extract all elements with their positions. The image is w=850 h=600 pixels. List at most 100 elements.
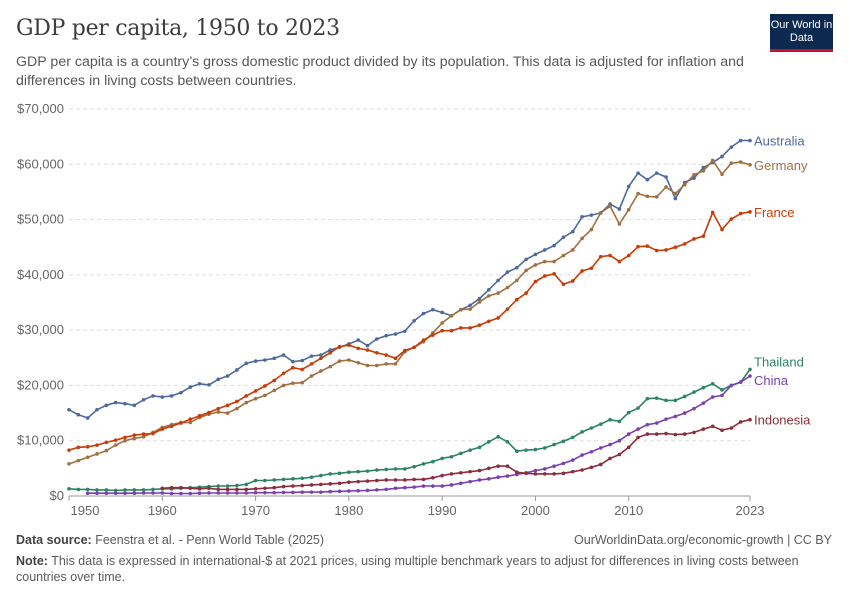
data-point-australia (253, 359, 258, 363)
data-point-thailand (533, 447, 538, 452)
data-point-germany (449, 313, 454, 318)
data-point-germany (300, 380, 305, 385)
y-tick-label: $0 (50, 488, 64, 503)
data-point-france (263, 384, 267, 388)
data-point-australia (356, 338, 360, 342)
data-point-france (169, 424, 174, 429)
data-point-indonesia (356, 479, 360, 484)
data-point-thailand (300, 476, 305, 481)
data-point-germany (347, 358, 351, 362)
chart-title: GDP per capita, 1950 to 2023 (16, 16, 340, 41)
data-point-indonesia (514, 470, 519, 475)
data-point-france (375, 351, 379, 355)
data-point-france (477, 323, 482, 327)
data-point-australia (486, 287, 491, 292)
data-point-germany (356, 360, 360, 365)
data-point-indonesia (365, 479, 370, 483)
data-point-germany (636, 191, 640, 196)
data-point-china (421, 484, 426, 488)
series-label-china: China (754, 373, 789, 388)
data-point-australia (328, 348, 333, 352)
data-point-france (188, 417, 193, 421)
data-point-indonesia (664, 431, 668, 436)
data-point-thailand (291, 477, 295, 481)
data-point-china (692, 406, 696, 411)
data-point-thailand (95, 488, 99, 492)
data-point-france (151, 431, 155, 436)
source-url[interactable]: OurWorldinData.org/economic-growth | CC … (574, 533, 832, 547)
data-point-australia (692, 176, 696, 180)
data-point-germany (253, 396, 258, 401)
data-point-germany (309, 374, 314, 378)
data-point-indonesia (542, 472, 547, 476)
data-point-france (104, 440, 109, 445)
data-point-france (748, 210, 752, 214)
data-point-germany (225, 411, 230, 415)
data-point-australia (645, 177, 650, 182)
data-point-china (235, 491, 239, 495)
data-point-australia (403, 329, 407, 334)
data-point-australia (514, 265, 519, 270)
data-point-france (542, 274, 547, 278)
data-point-germany (580, 236, 584, 241)
data-point-france (421, 338, 426, 342)
data-point-thailand (570, 435, 575, 440)
data-point-france (253, 389, 258, 393)
y-tick-label: $20,000 (17, 377, 64, 392)
data-point-france (281, 371, 286, 376)
data-point-thailand (365, 469, 370, 473)
data-point-france (244, 394, 249, 398)
data-point-indonesia (720, 428, 724, 433)
data-point-indonesia (263, 486, 267, 491)
data-point-indonesia (412, 477, 416, 482)
data-point-australia (281, 353, 286, 357)
data-point-china (216, 491, 221, 495)
data-point-china (664, 417, 668, 421)
data-point-germany (272, 388, 277, 393)
data-point-germany (654, 195, 659, 199)
data-point-australia (626, 184, 631, 189)
data-point-thailand (701, 385, 706, 390)
data-point-thailand (580, 430, 584, 434)
data-point-germany (524, 268, 528, 273)
data-point-france (626, 253, 631, 258)
data-point-thailand (132, 488, 137, 492)
data-point-thailand (421, 462, 426, 466)
y-tick-label: $70,000 (17, 101, 64, 116)
owid-logo[interactable]: Our World in Data (770, 14, 833, 52)
data-point-france (664, 248, 668, 252)
data-point-china (281, 490, 286, 495)
source-text[interactable]: Feenstra et al. - Penn World Table (2025… (95, 533, 325, 547)
data-point-china (626, 432, 631, 436)
data-point-indonesia (328, 482, 333, 486)
data-point-france (225, 403, 230, 408)
data-point-china (542, 467, 547, 471)
data-point-australia (542, 248, 547, 252)
data-point-china (95, 491, 99, 496)
data-point-indonesia (449, 472, 454, 476)
data-point-thailand (216, 484, 221, 488)
series-label-thailand: Thailand (754, 354, 804, 369)
data-point-thailand (113, 488, 118, 493)
data-point-australia (104, 403, 109, 408)
data-point-indonesia (291, 484, 295, 488)
data-point-china (179, 491, 183, 496)
data-point-thailand (710, 381, 715, 386)
data-point-france (580, 269, 584, 273)
series-label-france: France (754, 205, 794, 220)
data-point-thailand (281, 477, 286, 482)
data-point-china (319, 490, 323, 494)
data-point-thailand (477, 445, 482, 450)
data-point-thailand (123, 488, 127, 492)
data-point-germany (673, 191, 678, 196)
data-point-thailand (347, 470, 351, 475)
data-point-australia (319, 353, 323, 357)
data-point-france (207, 410, 211, 415)
data-point-thailand (356, 469, 360, 474)
data-point-thailand (375, 468, 379, 472)
data-point-australia (85, 416, 90, 420)
data-point-germany (738, 160, 743, 164)
data-point-thailand (636, 406, 640, 410)
data-point-australia (552, 243, 556, 248)
data-point-china (645, 422, 650, 427)
